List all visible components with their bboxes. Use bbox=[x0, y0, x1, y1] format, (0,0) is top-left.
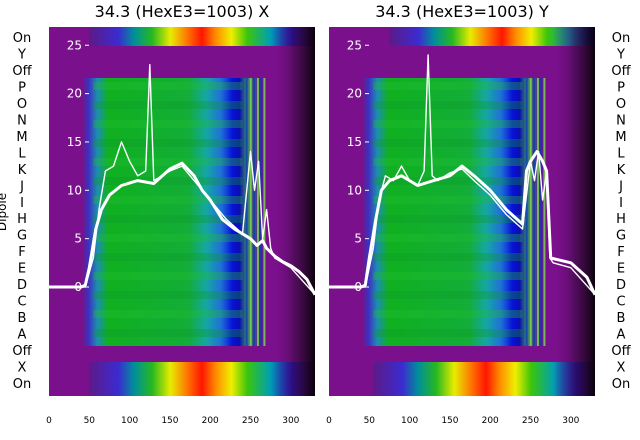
category-label: I bbox=[20, 196, 24, 211]
category-label: On bbox=[13, 31, 31, 46]
category-label: L bbox=[617, 146, 625, 161]
y-tick-label: 5 bbox=[74, 232, 82, 246]
category-label: P bbox=[617, 80, 625, 95]
x-tick-label: 150 bbox=[441, 416, 458, 426]
category-label: Off bbox=[611, 64, 631, 79]
category-label: Off bbox=[12, 64, 32, 79]
category-label: B bbox=[18, 311, 27, 326]
x-tick-label: 0 bbox=[326, 416, 332, 426]
category-label: N bbox=[17, 113, 27, 128]
y-axis-label: Dipole bbox=[0, 193, 9, 231]
category-label: I bbox=[619, 196, 623, 211]
category-label: H bbox=[616, 212, 626, 227]
category-label: N bbox=[616, 113, 626, 128]
category-label: L bbox=[18, 146, 26, 161]
chart-title: 34.3 (HexE3=1003) Y bbox=[375, 2, 549, 21]
category-label: D bbox=[17, 278, 27, 293]
y-tick-label: 25 bbox=[67, 38, 82, 52]
x-tick-label: 200 bbox=[482, 416, 499, 426]
category-label: On bbox=[612, 377, 630, 392]
x-tick-label: 300 bbox=[282, 416, 299, 426]
chart-panel-2: 34.3 (HexE3=1003) Y0 50 100 150 200 250 300051… bbox=[326, 2, 595, 426]
category-label: J bbox=[19, 179, 24, 194]
category-label: On bbox=[13, 377, 31, 392]
category-label: D bbox=[616, 278, 626, 293]
y-tick-label: 25 bbox=[347, 38, 362, 52]
category-label: K bbox=[617, 163, 626, 178]
category-label: A bbox=[18, 328, 27, 343]
category-label: B bbox=[617, 311, 626, 326]
category-label: H bbox=[17, 212, 27, 227]
x-tick-label: 50 bbox=[364, 416, 376, 426]
category-label: K bbox=[18, 163, 27, 178]
category-label: X bbox=[18, 361, 27, 376]
category-label: O bbox=[17, 97, 27, 112]
category-label: G bbox=[616, 229, 626, 244]
x-tick-label: 100 bbox=[121, 416, 138, 426]
category-label: X bbox=[617, 361, 626, 376]
chart-panel-1: 34.3 (HexE3=1003) X0 50 100 150 200 250 300051… bbox=[46, 2, 315, 426]
category-label: A bbox=[617, 328, 626, 343]
chart-title: 34.3 (HexE3=1003) X bbox=[95, 2, 270, 21]
x-tick-label: 50 bbox=[84, 416, 96, 426]
y-tick-label: 15 bbox=[347, 135, 362, 149]
y-tick-label: 5 bbox=[354, 232, 362, 246]
series-line-2 bbox=[329, 54, 595, 296]
category-label: C bbox=[17, 295, 26, 310]
x-tick-label: 0 bbox=[46, 416, 52, 426]
y-tick-label: 20 bbox=[67, 87, 82, 101]
category-label: M bbox=[16, 130, 27, 145]
category-label: Off bbox=[611, 344, 631, 359]
x-tick-label: 100 bbox=[401, 416, 418, 426]
category-label: M bbox=[615, 130, 626, 145]
y-tick-label: 15 bbox=[67, 135, 82, 149]
heatmap-background bbox=[49, 27, 315, 396]
category-label: F bbox=[18, 245, 25, 260]
category-label: F bbox=[617, 245, 624, 260]
x-tick-label: 250 bbox=[242, 416, 259, 426]
category-label: O bbox=[616, 97, 626, 112]
y-tick-label: 20 bbox=[347, 87, 362, 101]
category-label: On bbox=[612, 31, 630, 46]
category-label: C bbox=[616, 295, 625, 310]
y-tick-label: 10 bbox=[347, 183, 362, 197]
category-label: Off bbox=[12, 344, 32, 359]
x-tick-label: 150 bbox=[161, 416, 178, 426]
series-line-2 bbox=[49, 63, 315, 296]
x-tick-label: 250 bbox=[522, 416, 539, 426]
category-label: E bbox=[18, 262, 26, 277]
category-label: J bbox=[618, 179, 623, 194]
category-label: P bbox=[18, 80, 26, 95]
category-label: Y bbox=[616, 47, 625, 62]
category-label: G bbox=[17, 229, 27, 244]
category-label: E bbox=[617, 262, 625, 277]
x-tick-label: 200 bbox=[202, 416, 219, 426]
y-tick-label: 10 bbox=[67, 183, 82, 197]
category-label: Y bbox=[17, 47, 26, 62]
x-tick-label: 300 bbox=[562, 416, 579, 426]
heatmap-background bbox=[329, 27, 595, 396]
